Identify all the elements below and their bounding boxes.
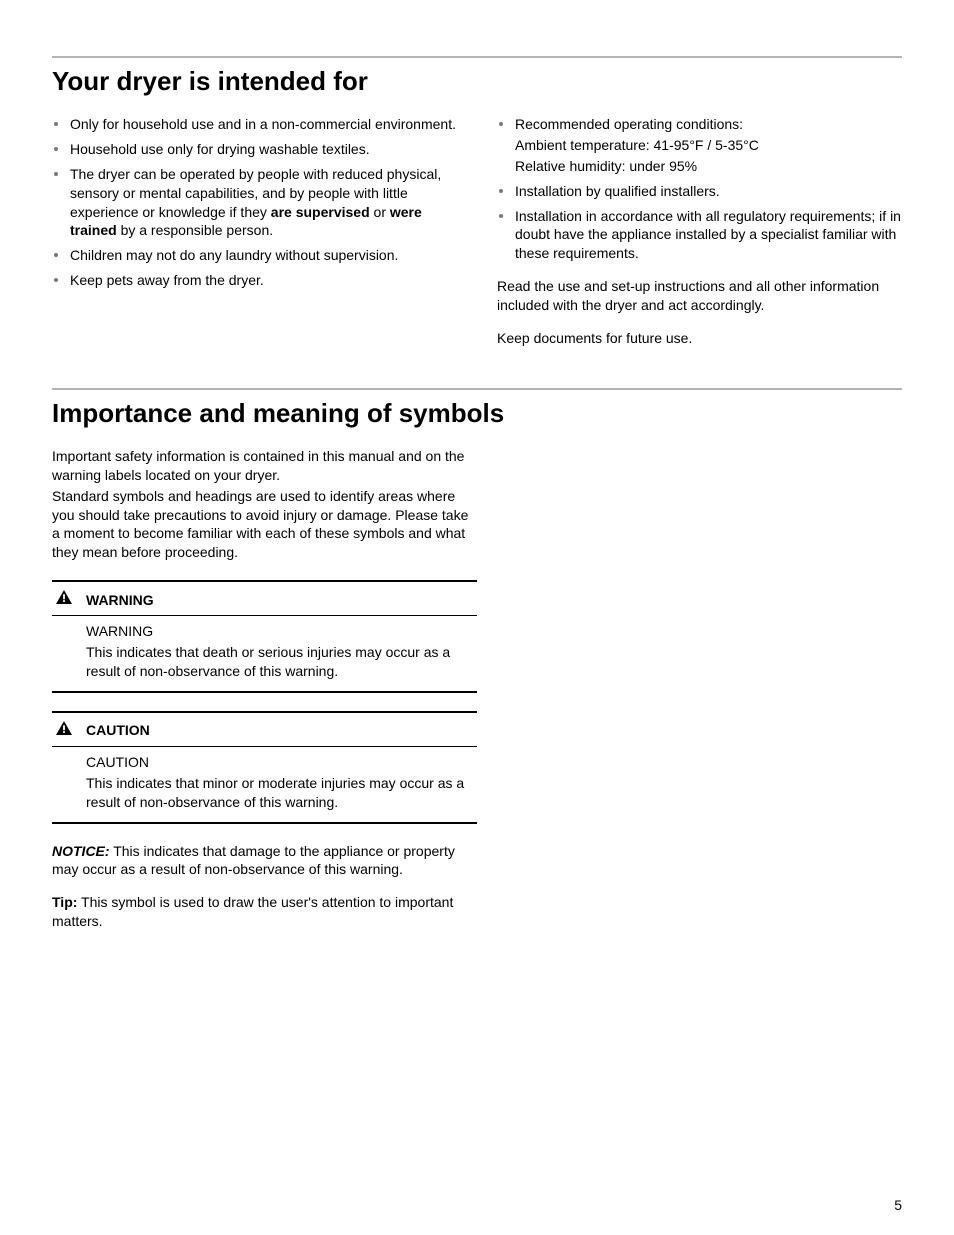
section-divider xyxy=(52,388,902,390)
text-fragment: or xyxy=(370,204,390,220)
box-header: WARNING xyxy=(52,582,477,615)
notice-block: NOTICE: This indicates that damage to th… xyxy=(52,842,477,932)
section1-right-col: Recommended operating conditions: Ambien… xyxy=(497,115,902,348)
section1-columns: Only for household use and in a non-comm… xyxy=(52,115,902,348)
paragraph: Important safety information is containe… xyxy=(52,447,477,485)
section1-title: Your dryer is intended for xyxy=(52,66,902,97)
warning-box: WARNING WARNING This indicates that deat… xyxy=(52,580,477,693)
box-body: WARNING This indicates that death or ser… xyxy=(52,616,477,691)
subline: Relative humidity: under 95% xyxy=(515,157,902,176)
text-fragment: Recommended operating conditions: xyxy=(515,116,743,132)
list-item: Installation by qualified installers. xyxy=(497,182,902,201)
intro-block: Important safety information is containe… xyxy=(52,447,477,562)
warning-subhead: WARNING xyxy=(86,622,473,641)
notice-body: This indicates that damage to the applia… xyxy=(52,843,455,878)
box-rule xyxy=(52,822,477,824)
notice-para: NOTICE: This indicates that damage to th… xyxy=(52,842,477,880)
section2-title: Importance and meaning of symbols xyxy=(52,398,902,429)
warning-body: This indicates that death or serious inj… xyxy=(86,643,473,681)
box-body: CAUTION This indicates that minor or mod… xyxy=(52,747,477,822)
box-rule xyxy=(52,691,477,693)
right-bullet-list: Recommended operating conditions: Ambien… xyxy=(497,115,902,263)
caution-subhead: CAUTION xyxy=(86,753,473,772)
list-item: Children may not do any laundry without … xyxy=(52,246,457,265)
section1-left-col: Only for household use and in a non-comm… xyxy=(52,115,457,348)
bold-text: are supervised xyxy=(271,204,370,220)
paragraph: Read the use and set-up instructions and… xyxy=(497,277,902,315)
section2: Importance and meaning of symbols Import… xyxy=(52,388,902,931)
warning-label: WARNING xyxy=(86,592,154,608)
warning-triangle-icon xyxy=(56,721,72,740)
caution-label: CAUTION xyxy=(86,722,150,738)
list-item: Only for household use and in a non-comm… xyxy=(52,115,457,134)
list-item: Recommended operating conditions: Ambien… xyxy=(497,115,902,176)
list-item: Keep pets away from the dryer. xyxy=(52,271,457,290)
tip-body: This symbol is used to draw the user's a… xyxy=(52,894,453,929)
tip-label: Tip: xyxy=(52,894,77,910)
page-number: 5 xyxy=(894,1197,902,1213)
list-item: The dryer can be operated by people with… xyxy=(52,165,457,241)
paragraph: Keep documents for future use. xyxy=(497,329,902,348)
warning-triangle-icon xyxy=(56,590,72,609)
box-header: CAUTION xyxy=(52,713,477,746)
caution-box: CAUTION CAUTION This indicates that mino… xyxy=(52,711,477,824)
tip-para: Tip: This symbol is used to draw the use… xyxy=(52,893,477,931)
left-bullet-list: Only for household use and in a non-comm… xyxy=(52,115,457,290)
section-divider xyxy=(52,56,902,58)
list-item: Household use only for drying washable t… xyxy=(52,140,457,159)
paragraph: Standard symbols and headings are used t… xyxy=(52,487,477,563)
text-fragment: by a responsible person. xyxy=(117,222,273,238)
list-item: Installation in accordance with all regu… xyxy=(497,207,902,264)
caution-body: This indicates that minor or moderate in… xyxy=(86,774,473,812)
notice-label: NOTICE: xyxy=(52,843,110,859)
subline: Ambient temperature: 41-95°F / 5-35°C xyxy=(515,136,902,155)
